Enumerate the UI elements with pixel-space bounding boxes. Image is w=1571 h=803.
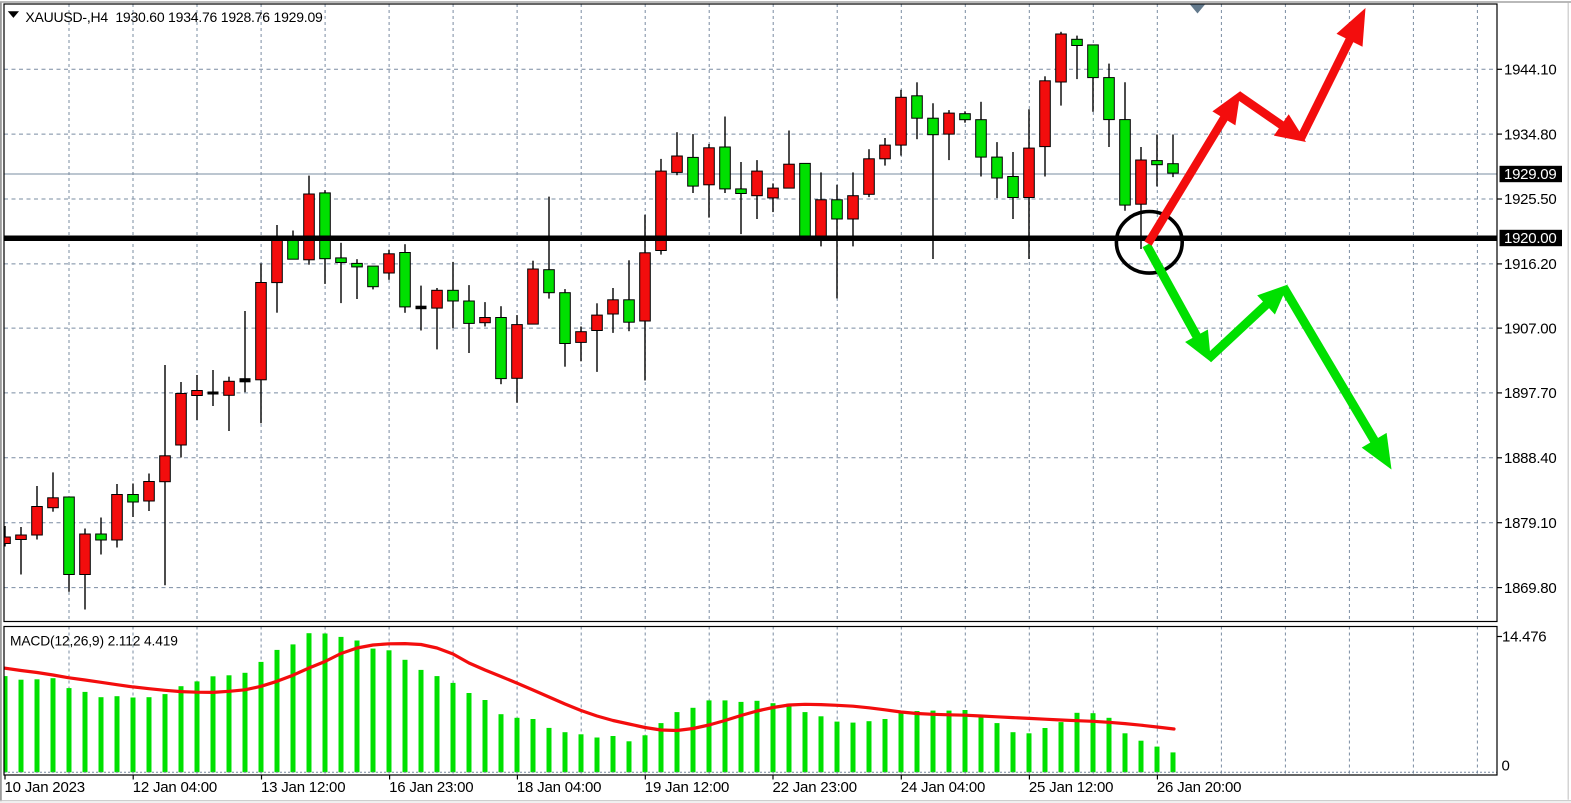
svg-text:1944.10: 1944.10 bbox=[1504, 62, 1556, 79]
svg-text:25 Jan 12:00: 25 Jan 12:00 bbox=[1029, 779, 1113, 796]
svg-text:14.476: 14.476 bbox=[1502, 629, 1546, 646]
svg-text:26 Jan 20:00: 26 Jan 20:00 bbox=[1157, 779, 1241, 796]
svg-text:10 Jan 2023: 10 Jan 2023 bbox=[5, 779, 85, 796]
svg-text:1929.09: 1929.09 bbox=[1504, 166, 1556, 183]
svg-text:1934.80: 1934.80 bbox=[1504, 126, 1556, 143]
svg-text:XAUUSD-,H4 1930.60 1934.76 19: XAUUSD-,H4 1930.60 1934.76 1928.76 1929.… bbox=[25, 9, 323, 25]
svg-text:1869.80: 1869.80 bbox=[1504, 580, 1556, 597]
svg-text:22 Jan 23:00: 22 Jan 23:00 bbox=[773, 779, 857, 796]
svg-text:1920.00: 1920.00 bbox=[1504, 230, 1556, 247]
svg-text:1888.40: 1888.40 bbox=[1504, 450, 1556, 467]
svg-text:13 Jan 12:00: 13 Jan 12:00 bbox=[261, 779, 345, 796]
svg-text:18 Jan 04:00: 18 Jan 04:00 bbox=[517, 779, 601, 796]
svg-text:12 Jan 04:00: 12 Jan 04:00 bbox=[133, 779, 217, 796]
svg-text:1897.70: 1897.70 bbox=[1504, 385, 1556, 402]
svg-text:19 Jan 12:00: 19 Jan 12:00 bbox=[645, 779, 729, 796]
svg-text:1916.20: 1916.20 bbox=[1504, 256, 1556, 273]
svg-text:1907.00: 1907.00 bbox=[1504, 320, 1556, 337]
svg-text:MACD(12,26,9) 2.112 4.419: MACD(12,26,9) 2.112 4.419 bbox=[10, 634, 178, 649]
svg-text:0: 0 bbox=[1502, 757, 1510, 774]
svg-text:24 Jan 04:00: 24 Jan 04:00 bbox=[901, 779, 985, 796]
svg-text:16 Jan 23:00: 16 Jan 23:00 bbox=[389, 779, 473, 796]
svg-text:1879.10: 1879.10 bbox=[1504, 515, 1556, 532]
svg-text:1925.50: 1925.50 bbox=[1504, 191, 1556, 208]
